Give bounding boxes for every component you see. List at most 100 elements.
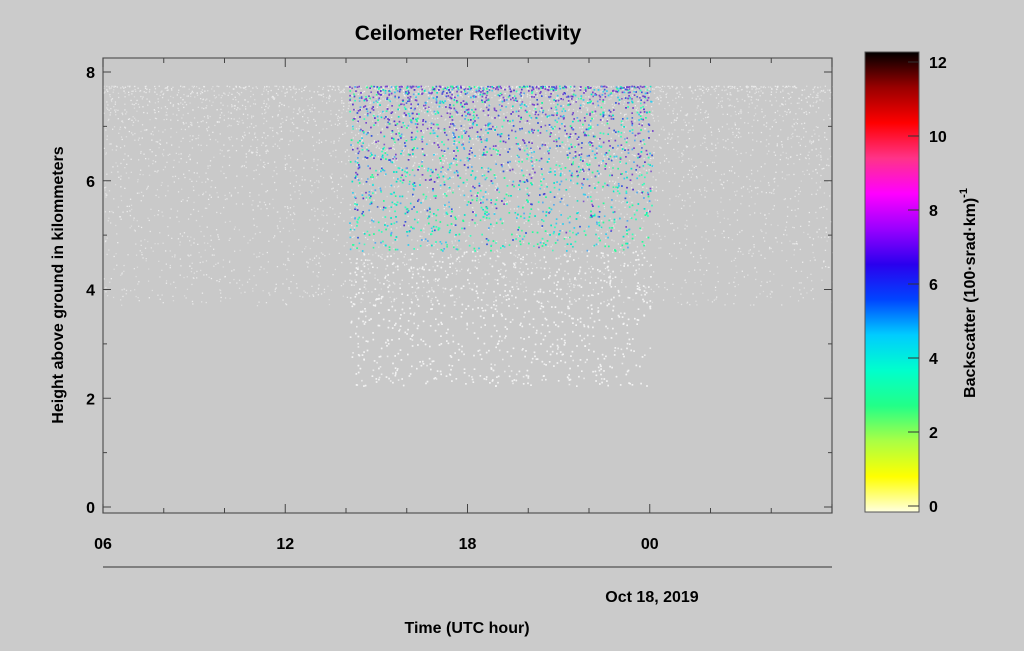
speckle-dot: [423, 130, 425, 132]
speckle-dot: [120, 199, 123, 202]
speckle-dot: [656, 96, 658, 99]
speckle-dot: [472, 242, 474, 244]
speckle-dot: [346, 241, 348, 244]
speckle-dot: [680, 207, 683, 210]
speckle-dot: [551, 90, 553, 92]
speckle-dot: [380, 96, 382, 98]
speckle-dot: [241, 185, 243, 188]
speckle-dot: [607, 122, 610, 124]
speckle-dot: [827, 158, 829, 160]
speckle-dot: [183, 86, 185, 88]
speckle-dot: [678, 96, 680, 98]
speckle-dot: [704, 196, 706, 198]
speckle-dot: [600, 257, 602, 259]
speckle-dot: [616, 149, 618, 151]
speckle-dot: [789, 111, 791, 113]
speckle-dot: [230, 112, 232, 114]
speckle-dot: [341, 89, 343, 92]
speckle-dot: [231, 106, 233, 108]
speckle-dot: [188, 255, 190, 257]
speckle-dot: [681, 199, 683, 201]
speckle-dot: [287, 257, 289, 260]
speckle-dot: [126, 163, 128, 165]
speckle-dot: [538, 184, 540, 187]
speckle-dot: [256, 154, 258, 156]
speckle-dot: [276, 225, 279, 227]
speckle-dot: [223, 206, 225, 209]
speckle-dot: [309, 180, 312, 182]
speckle-dot: [220, 292, 222, 294]
speckle-dot: [254, 103, 257, 105]
speckle-dot: [769, 246, 771, 249]
speckle-dot: [246, 281, 249, 283]
speckle-dot: [793, 227, 795, 229]
speckle-dot: [390, 134, 392, 136]
speckle-dot: [167, 89, 169, 91]
speckle-dot: [214, 97, 216, 99]
speckle-dot: [145, 129, 147, 131]
speckle-dot: [187, 235, 189, 238]
speckle-dot: [742, 186, 744, 188]
speckle-dot: [421, 295, 424, 297]
speckle-dot: [606, 230, 608, 233]
speckle-dot: [478, 158, 481, 160]
speckle-dot: [359, 87, 361, 89]
speckle-dot: [819, 186, 821, 188]
speckle-dot: [115, 162, 117, 164]
speckle-dot: [525, 202, 527, 204]
speckle-dot: [700, 280, 702, 282]
speckle-dot: [294, 228, 296, 231]
speckle-dot: [677, 151, 679, 153]
speckle-dot: [295, 283, 298, 285]
speckle-dot: [820, 206, 822, 208]
speckle-dot: [449, 89, 451, 91]
speckle-dot: [621, 146, 623, 148]
speckle-dot: [533, 94, 535, 96]
speckle-dot: [529, 94, 531, 97]
speckle-dot: [364, 132, 366, 134]
speckle-dot: [224, 198, 227, 201]
speckle-dot: [285, 304, 288, 306]
speckle-dot: [318, 257, 321, 259]
speckle-dot: [424, 112, 426, 114]
speckle-dot: [506, 89, 509, 91]
speckle-dot: [393, 300, 395, 302]
speckle-dot: [764, 86, 767, 89]
speckle-dot: [791, 125, 793, 127]
speckle-dot: [720, 183, 722, 185]
speckle-dot: [318, 139, 320, 141]
speckle-dot: [280, 130, 283, 132]
speckle-dot: [290, 89, 292, 91]
speckle-dot: [796, 243, 798, 245]
speckle-dot: [200, 91, 202, 93]
speckle-dot: [588, 267, 590, 270]
speckle-dot: [761, 111, 763, 113]
speckle-dot: [325, 197, 328, 199]
speckle-dot: [601, 220, 603, 222]
speckle-dot: [756, 105, 758, 107]
speckle-dot: [815, 182, 818, 184]
speckle-dot: [189, 265, 191, 267]
speckle-dot: [393, 177, 395, 179]
speckle-dot: [392, 159, 394, 161]
speckle-dot: [460, 129, 462, 131]
speckle-dot: [562, 276, 564, 279]
speckle-dot: [193, 242, 195, 244]
speckle-dot: [615, 133, 617, 136]
speckle-dot: [256, 149, 258, 151]
speckle-dot: [623, 149, 625, 151]
speckle-dot: [515, 101, 517, 104]
speckle-dot: [812, 140, 815, 142]
speckle-dot: [735, 128, 738, 130]
speckle-dot: [604, 101, 606, 103]
speckle-dot: [572, 182, 575, 184]
speckle-dot: [387, 226, 390, 228]
speckle-dot: [556, 97, 558, 99]
speckle-dot: [346, 85, 348, 87]
speckle-dot: [411, 103, 413, 105]
speckle-dot: [114, 111, 117, 113]
speckle-dot: [649, 160, 651, 162]
speckle-dot: [454, 127, 456, 129]
speckle-dot: [191, 124, 193, 126]
speckle-dot: [306, 292, 308, 294]
